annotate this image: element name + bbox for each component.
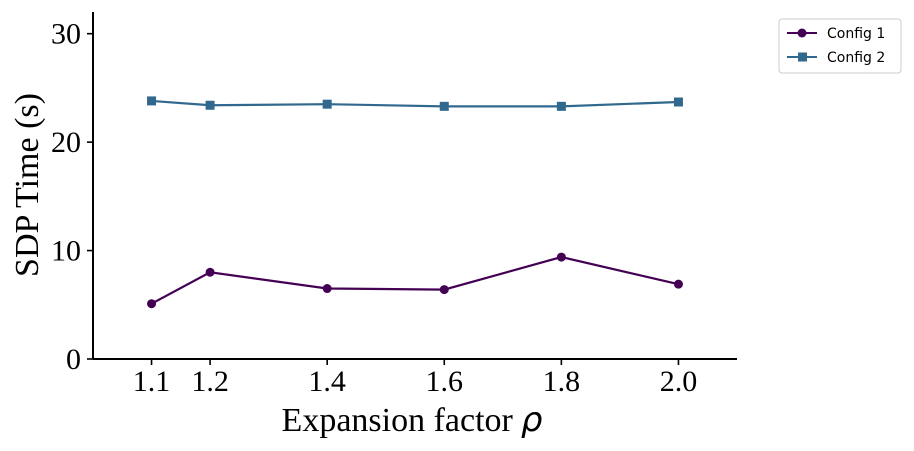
y-ticks: 0 10 20 30: [51, 18, 93, 376]
data-point: [322, 284, 332, 294]
data-point: [147, 96, 157, 106]
data-point: [322, 99, 332, 109]
x-tick-label: 1.6: [426, 365, 464, 398]
rho-symbol: ρ: [521, 400, 543, 440]
x-tick-label: 1.2: [191, 365, 229, 398]
x-tick-label: 1.1: [133, 365, 171, 398]
series-layer: [147, 96, 683, 309]
data-point: [673, 97, 683, 107]
data-point: [556, 252, 566, 262]
data-point: [439, 101, 449, 111]
data-point: [673, 279, 683, 289]
series-1: [147, 252, 683, 309]
y-tick-label: 0: [66, 343, 81, 376]
x-tick-label: 1.4: [308, 365, 346, 398]
y-tick-label: 30: [51, 18, 81, 51]
series-line: [151, 99, 679, 108]
x-axis-title: Expansion factor ρ: [282, 400, 543, 440]
y-tick-label: 20: [51, 126, 81, 159]
series-line: [151, 255, 679, 305]
data-point: [556, 101, 566, 111]
data-point: [205, 100, 215, 110]
legend-label: Config 1: [827, 26, 885, 42]
axes: [92, 12, 737, 360]
legend-item: Config 2: [787, 50, 885, 66]
data-point: [147, 299, 157, 309]
series-2: [147, 96, 683, 111]
legend-marker: [797, 28, 807, 38]
legend-item: Config 1: [787, 26, 885, 42]
x-axis-title-text: Expansion factor: [282, 402, 514, 439]
y-axis-title: SDP Time (s): [9, 93, 46, 277]
x-ticks: 1.1 1.2 1.4 1.6 1.8 2.0: [133, 359, 697, 398]
x-tick-label: 2.0: [660, 365, 698, 398]
legend-marker: [798, 52, 807, 62]
legend-label: Config 2: [827, 50, 885, 66]
legend: Config 1 Config 2: [778, 18, 902, 74]
y-tick-label: 10: [51, 235, 81, 268]
data-point: [439, 285, 449, 295]
data-point: [205, 267, 215, 277]
x-tick-label: 1.8: [543, 365, 581, 398]
